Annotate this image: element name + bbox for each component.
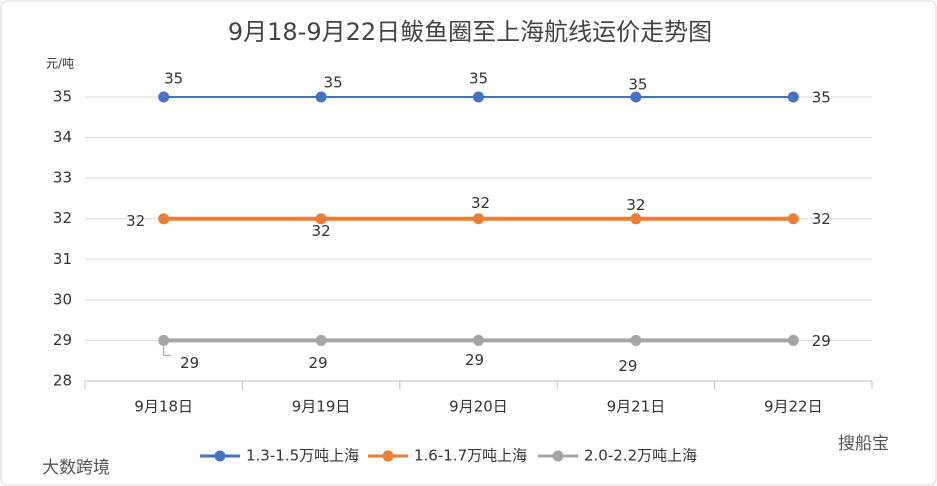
legend-marker <box>214 450 226 462</box>
y-tick-label: 34 <box>53 128 72 146</box>
chart-title: 9月18-9月22日鲅鱼圈至上海航线运价走势图 <box>228 18 712 46</box>
data-point <box>473 213 484 225</box>
x-tick-label: 9月21日 <box>607 398 666 416</box>
data-point <box>787 91 799 103</box>
y-tick-label: 28 <box>53 372 72 390</box>
data-label: 32 <box>471 194 490 212</box>
y-tick-label: 35 <box>53 88 72 106</box>
legend-marker <box>552 450 564 462</box>
data-point <box>630 213 642 225</box>
data-point <box>473 91 484 103</box>
data-label: 29 <box>309 354 328 372</box>
x-tick-label: 9月22日 <box>764 398 823 416</box>
data-label: 29 <box>180 354 199 372</box>
data-point <box>787 334 799 346</box>
data-label: 29 <box>618 357 637 375</box>
watermark: 大数跨境 <box>42 458 110 478</box>
data-label: 35 <box>812 89 831 107</box>
data-label: 35 <box>628 76 647 94</box>
data-label: 35 <box>469 70 488 88</box>
data-label: 32 <box>312 222 331 240</box>
legend-label: 2.0-2.2万吨上海 <box>584 447 697 465</box>
y-tick-label: 32 <box>53 209 72 227</box>
data-point <box>158 213 170 225</box>
y-tick-label: 29 <box>53 331 72 349</box>
y-tick-label: 31 <box>53 250 72 268</box>
data-label: 29 <box>465 351 484 369</box>
y-tick-label: 30 <box>53 290 72 308</box>
data-point <box>630 334 642 346</box>
data-label: 32 <box>626 196 645 214</box>
y-unit: 元/吨 <box>46 57 74 71</box>
data-label: 35 <box>324 74 343 92</box>
legend-label: 1.3-1.5万吨上海 <box>246 447 359 465</box>
data-point <box>473 334 484 346</box>
data-label: 35 <box>164 70 183 88</box>
data-point <box>787 213 799 225</box>
data-label: 32 <box>812 210 831 228</box>
data-point <box>158 91 170 103</box>
data-point <box>315 213 327 225</box>
data-point <box>315 91 327 103</box>
leader-line <box>163 346 171 356</box>
x-tick-label: 9月18日 <box>134 398 193 416</box>
legend-label: 1.6-1.7万吨上海 <box>414 447 527 465</box>
data-point <box>158 334 170 346</box>
x-tick-label: 9月19日 <box>292 398 351 416</box>
data-point <box>630 91 642 103</box>
data-label: 32 <box>126 212 145 230</box>
data-label: 29 <box>812 332 831 350</box>
legend-marker <box>382 450 394 462</box>
data-point <box>315 334 327 346</box>
x-tick-label: 9月20日 <box>449 398 508 416</box>
watermark: 搜船宝 <box>838 434 889 454</box>
y-tick-label: 33 <box>53 169 72 187</box>
